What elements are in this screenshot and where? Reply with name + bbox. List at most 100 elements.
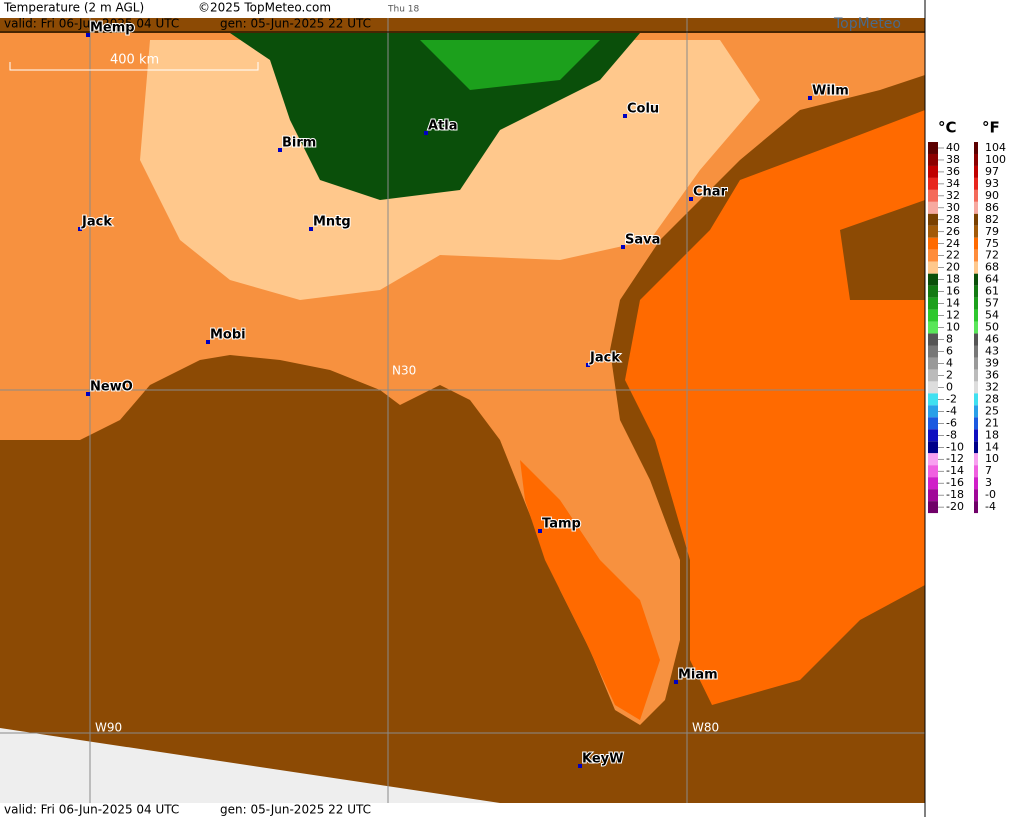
header-bar (0, 0, 925, 18)
legend-f: 104 (985, 141, 1006, 154)
legend-swatch-f (974, 189, 978, 202)
city-label: Birm (282, 136, 316, 151)
legend-swatch-f (974, 142, 978, 154)
legend-c: 0 (946, 380, 953, 393)
legend-swatch-f (974, 381, 978, 394)
legend-f: 97 (985, 165, 999, 178)
legend-c: 38 (946, 153, 960, 166)
city-dot (578, 764, 582, 768)
legend-swatch (928, 477, 938, 490)
legend-swatch (928, 201, 938, 214)
legend-c: 20 (946, 261, 960, 274)
legend-c: 36 (946, 165, 960, 178)
legend-swatch (928, 189, 938, 202)
legend-c: 28 (946, 213, 960, 226)
legend-swatch-f (974, 369, 978, 382)
legend-c: 32 (946, 189, 960, 202)
legend-c: 24 (946, 237, 960, 250)
legend-swatch-f (974, 357, 978, 370)
legend-c: -16 (946, 476, 964, 489)
city-dot (309, 227, 313, 231)
legend-f: 50 (985, 321, 999, 334)
grid-label: W90 (95, 721, 122, 735)
legend-swatch (928, 441, 938, 454)
legend-swatch-f (974, 261, 978, 274)
legend-swatch (928, 225, 938, 238)
legend-swatch (928, 249, 938, 262)
legend-f: 7 (985, 464, 992, 477)
graticule (0, 18, 925, 803)
city-dot (78, 227, 82, 231)
city-dot (86, 392, 90, 396)
legend-f: 79 (985, 225, 999, 238)
legend-c: 8 (946, 333, 953, 346)
legend-swatch-f (974, 273, 978, 286)
legend-c: 22 (946, 249, 960, 262)
city-label: Char (693, 185, 728, 200)
legend-swatch-f (974, 417, 978, 430)
legend-c: 6 (946, 344, 953, 357)
legend-swatch (928, 285, 938, 298)
city-dot (808, 96, 812, 100)
grid-label: W80 (692, 721, 719, 735)
legend-swatch-f (974, 213, 978, 226)
legend-swatch-f (974, 429, 978, 442)
legend-c: 40 (946, 141, 960, 154)
cool-patch (420, 40, 600, 90)
footer-bar (0, 803, 925, 817)
legend-swatch (928, 501, 938, 514)
city-dot (538, 529, 542, 533)
legend-swatch (928, 405, 938, 418)
map (0, 18, 925, 803)
city-label: Memp (90, 21, 135, 36)
legend-f: 46 (985, 333, 999, 346)
legend-c: -18 (946, 488, 964, 501)
legend-swatch-f (974, 249, 978, 262)
scale-bar (9, 62, 259, 71)
legend-c: 26 (946, 225, 960, 238)
city-label: Atla (428, 119, 458, 134)
legend-swatch (928, 213, 938, 226)
legend-swatch (928, 345, 938, 358)
legend-swatch-f (974, 309, 978, 322)
legend-swatch (928, 177, 938, 190)
legend-f: 68 (985, 261, 999, 274)
legend-c: 2 (946, 368, 953, 381)
legend-c: 34 (946, 177, 960, 190)
legend-swatch (928, 142, 938, 154)
city-label: Jack (81, 215, 112, 230)
city-label: Mntg (313, 215, 351, 230)
legend-f: 90 (985, 189, 999, 202)
legend-swatch-f (974, 405, 978, 418)
legend-c: 4 (946, 356, 953, 369)
logo: TopMeteo (833, 16, 901, 32)
legend-c: 14 (946, 297, 960, 310)
legend-c: 18 (946, 273, 960, 286)
city-dot (623, 114, 627, 118)
city-dot (278, 148, 282, 152)
legend-swatch (928, 393, 938, 406)
legend-f: 10 (985, 452, 999, 465)
legend-swatch-f (974, 237, 978, 250)
city-label: Mobi (210, 328, 246, 343)
legend-swatch (928, 429, 938, 442)
florida-band (520, 460, 660, 720)
city-label: KeyW (582, 752, 623, 767)
legend-c: -6 (946, 416, 957, 429)
footer-gen: gen: 05-Jun-2025 22 UTC (220, 803, 371, 817)
legend-f: 57 (985, 297, 999, 310)
legend-f: 32 (985, 380, 999, 393)
legend-swatch (928, 297, 938, 310)
legend-f: -4 (985, 500, 996, 513)
legend-swatch (928, 309, 938, 322)
legend-f: 43 (985, 344, 999, 357)
city-label: NewO (90, 380, 133, 395)
legend-swatch-f (974, 153, 978, 166)
legend-c: 12 (946, 309, 960, 322)
legend-f: 18 (985, 428, 999, 441)
legend-swatch-f (974, 297, 978, 310)
city-dot (424, 131, 428, 135)
legend-c: -4 (946, 404, 957, 417)
legend-f: -0 (985, 488, 996, 501)
legend-c: -12 (946, 452, 964, 465)
